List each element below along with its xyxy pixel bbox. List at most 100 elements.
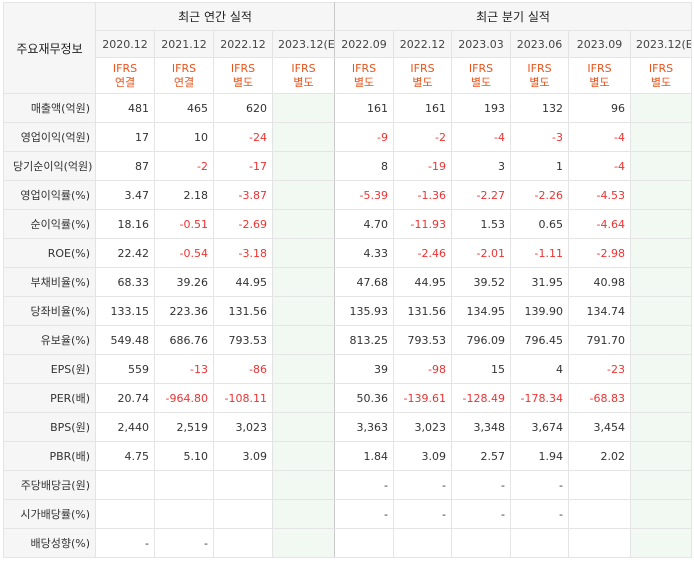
period-type-standard: IFRS — [291, 61, 316, 75]
table-cell — [629, 180, 693, 210]
table-cell: 3,674 — [510, 412, 569, 442]
period-type-scope: 별도 — [470, 75, 492, 89]
table-cell — [272, 93, 335, 123]
period-type-scope: 별도 — [293, 75, 314, 89]
table-cell: -3.18 — [213, 238, 273, 268]
row-label: 유보율(%) — [3, 325, 96, 355]
table-cell: 22.42 — [95, 238, 155, 268]
table-cell: -5.39 — [334, 180, 394, 210]
table-cell — [334, 528, 394, 558]
period-date: 2023.09 — [568, 30, 631, 58]
table-cell: 796.09 — [451, 325, 511, 355]
table-cell: -3 — [510, 122, 569, 152]
period-date: 2020.12 — [95, 30, 155, 58]
period-type-standard: IFRS — [648, 61, 674, 75]
table-cell: 134.95 — [451, 296, 511, 326]
table-cell: 135.93 — [334, 296, 394, 326]
table-cell — [154, 470, 214, 500]
table-cell: 3 — [451, 151, 511, 181]
period-type: IFRS 별도 — [451, 57, 511, 94]
table-row: 매출액(억원) 481 465 620 161 161 193 132 96 — [3, 93, 693, 123]
period-date: 2023.03 — [451, 30, 511, 58]
table-row: 유보율(%) 549.48 686.76 793.53 813.25 793.53 796.… — [3, 325, 693, 355]
table-cell: -0.51 — [154, 209, 214, 239]
table-cell — [154, 499, 214, 529]
table-cell: 559 — [95, 354, 155, 384]
table-cell: -19 — [393, 151, 452, 181]
table-cell: 2,440 — [95, 412, 155, 442]
period-type-standard: IFRS — [587, 61, 612, 75]
table-row: PER(배) 20.74 -964.80 -108.11 50.36 -139.61 -12… — [3, 383, 693, 413]
table-cell: 87 — [95, 151, 155, 181]
row-label: 부채비율(%) — [3, 267, 96, 297]
table-cell: 3,023 — [213, 412, 273, 442]
table-cell — [272, 296, 335, 326]
table-cell: 17 — [95, 122, 155, 152]
row-label: 영업이익(억원) — [3, 122, 96, 152]
table-cell: 39 — [334, 354, 394, 384]
table-cell: 3.09 — [213, 441, 273, 471]
table-cell: -4.53 — [568, 180, 631, 210]
table-row: ROE(%) 22.42 -0.54 -3.18 4.33 -2.46 -2.01 -1.11… — [3, 238, 693, 268]
period-type-scope: 별도 — [412, 75, 433, 89]
table-row: PBR(배) 4.75 5.10 3.09 1.84 3.09 2.57 1.94 2.02 — [3, 441, 693, 471]
table-row: 순이익률(%) 18.16 -0.51 -2.69 4.70 -11.93 1.53 0.65… — [3, 209, 693, 239]
table-cell — [272, 499, 335, 529]
table-cell — [213, 470, 273, 500]
table-cell: 1.84 — [334, 441, 394, 471]
table-row: 주당배당금(원) - - - - — [3, 470, 693, 500]
table-cell — [95, 470, 155, 500]
row-label: BPS(원) — [3, 412, 96, 442]
table-cell: 3,348 — [451, 412, 511, 442]
table-cell — [510, 528, 569, 558]
table-cell — [393, 528, 452, 558]
table-cell: 18.16 — [95, 209, 155, 239]
table-cell: -11.93 — [393, 209, 452, 239]
table-cell: -2.26 — [510, 180, 569, 210]
table-cell: 3.09 — [393, 441, 452, 471]
table-cell: - — [451, 499, 511, 529]
table-cell — [629, 441, 693, 471]
period-type: IFRS 별도 — [334, 57, 394, 94]
period-type-standard: IFRS — [230, 61, 256, 75]
table-cell: -2.46 — [393, 238, 452, 268]
table-row: 당기순이익(억원) 87 -2 -17 8 -19 3 1 -4 — [3, 151, 693, 181]
period-type-scope: 별도 — [353, 75, 375, 89]
row-header-title: 주요재무정보 — [3, 2, 96, 94]
table-cell: 4.70 — [334, 209, 394, 239]
period-type-standard: IFRS — [112, 61, 138, 75]
table-cell: 161 — [334, 93, 394, 123]
table-cell: 139.90 — [510, 296, 569, 326]
period-date: 2023.06 — [510, 30, 569, 58]
table-cell — [629, 93, 693, 123]
table-cell: 193 — [451, 93, 511, 123]
row-label: 영업이익률(%) — [3, 180, 96, 210]
table-cell: -2.27 — [451, 180, 511, 210]
table-cell — [272, 238, 335, 268]
table-cell: 0.65 — [510, 209, 569, 239]
period-type-standard: IFRS — [468, 61, 494, 75]
table-cell: - — [393, 499, 452, 529]
table-cell: 39.26 — [154, 267, 214, 297]
table-cell — [213, 528, 273, 558]
table-cell: -0.54 — [154, 238, 214, 268]
table-cell — [568, 528, 631, 558]
period-type-scope: 별도 — [589, 75, 610, 89]
period-type-scope: 연결 — [114, 75, 136, 89]
table-cell: -128.49 — [451, 383, 511, 413]
table-row: 부채비율(%) 68.33 39.26 44.95 47.68 44.95 39.52 31.… — [3, 267, 693, 297]
table-cell: 68.33 — [95, 267, 155, 297]
table-row: 영업이익률(%) 3.47 2.18 -3.87 -5.39 -1.36 -2.27 -2.2… — [3, 180, 693, 210]
table-cell — [272, 412, 335, 442]
table-cell: 47.68 — [334, 267, 394, 297]
table-cell — [629, 470, 693, 500]
table-cell: 20.74 — [95, 383, 155, 413]
table-cell — [629, 151, 693, 181]
table-cell: -4.64 — [568, 209, 631, 239]
period-type: IFRS 연결 — [95, 57, 155, 94]
table-cell: -17 — [213, 151, 273, 181]
table-cell: 15 — [451, 354, 511, 384]
table-cell — [272, 441, 335, 471]
table-cell: 2.02 — [568, 441, 631, 471]
period-date: 2023.12(E) — [629, 30, 693, 58]
